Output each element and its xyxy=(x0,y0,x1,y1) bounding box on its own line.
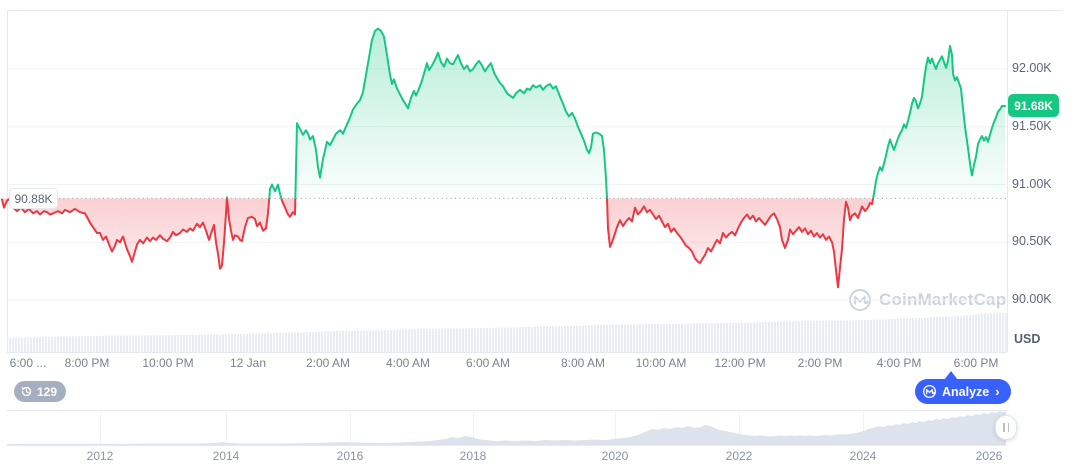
year-label: 2016 xyxy=(336,449,364,463)
x-axis-label: 4:00 AM xyxy=(385,356,431,370)
year-label: 2018 xyxy=(459,449,487,463)
x-axis-label: 2:00 PM xyxy=(797,356,843,370)
year-label: 2012 xyxy=(86,449,114,463)
x-axis-label: 12:00 PM xyxy=(714,356,766,370)
y-axis-label: 92.00K xyxy=(1012,61,1052,75)
timeline-minimap[interactable] xyxy=(7,410,1007,445)
history-clock-icon xyxy=(21,386,32,397)
year-label: 2020 xyxy=(601,449,629,463)
y-axis-label: 90.00K xyxy=(1012,292,1052,306)
history-count-badge[interactable]: 129 xyxy=(14,381,67,402)
y-axis-label: 91.50K xyxy=(1012,118,1052,133)
chevron-right-icon: › xyxy=(995,384,1000,399)
x-axis-label: 8:00 PM xyxy=(64,356,110,370)
year-label: 2022 xyxy=(725,449,753,463)
x-axis-label: 12 Jan xyxy=(229,356,267,370)
x-axis-label: 4:00 PM xyxy=(876,356,922,370)
analyze-button[interactable]: Analyze › xyxy=(915,379,1011,404)
x-axis-label: 6:00 PM xyxy=(953,356,999,370)
history-count: 129 xyxy=(37,384,58,399)
baseline-price-tag: 90.88K xyxy=(9,188,58,209)
x-axis-label: 2:00 AM xyxy=(305,356,351,370)
x-axis-label: 10:00 AM xyxy=(635,356,687,370)
current-price-label: 91.68K xyxy=(1014,98,1053,113)
y-axis-label: 91.00K xyxy=(1012,176,1052,191)
coinmarketcap-logo-icon xyxy=(922,384,937,399)
year-label: 2026 xyxy=(975,449,1003,463)
y-axis-label: 90.50K xyxy=(1012,234,1052,249)
x-axis-label: 10:00 PM xyxy=(142,356,194,370)
price-chart-plot-area[interactable] xyxy=(7,10,1007,352)
year-label: 2024 xyxy=(849,449,877,463)
y-axis-unit-label: USD xyxy=(1014,332,1041,346)
x-axis-label: 6:00 AM xyxy=(465,356,511,370)
x-axis-label: 8:00 AM xyxy=(560,356,606,370)
minimap-range-handle[interactable] xyxy=(995,415,1017,440)
analyze-pointer-notch xyxy=(944,371,958,380)
baseline-price-label: 90.88K xyxy=(14,191,53,206)
current-price-badge: 91.68K xyxy=(1008,94,1059,118)
analyze-label: Analyze xyxy=(942,384,990,399)
year-label: 2014 xyxy=(212,449,240,463)
x-axis-label: 6:00 ... xyxy=(9,356,47,370)
